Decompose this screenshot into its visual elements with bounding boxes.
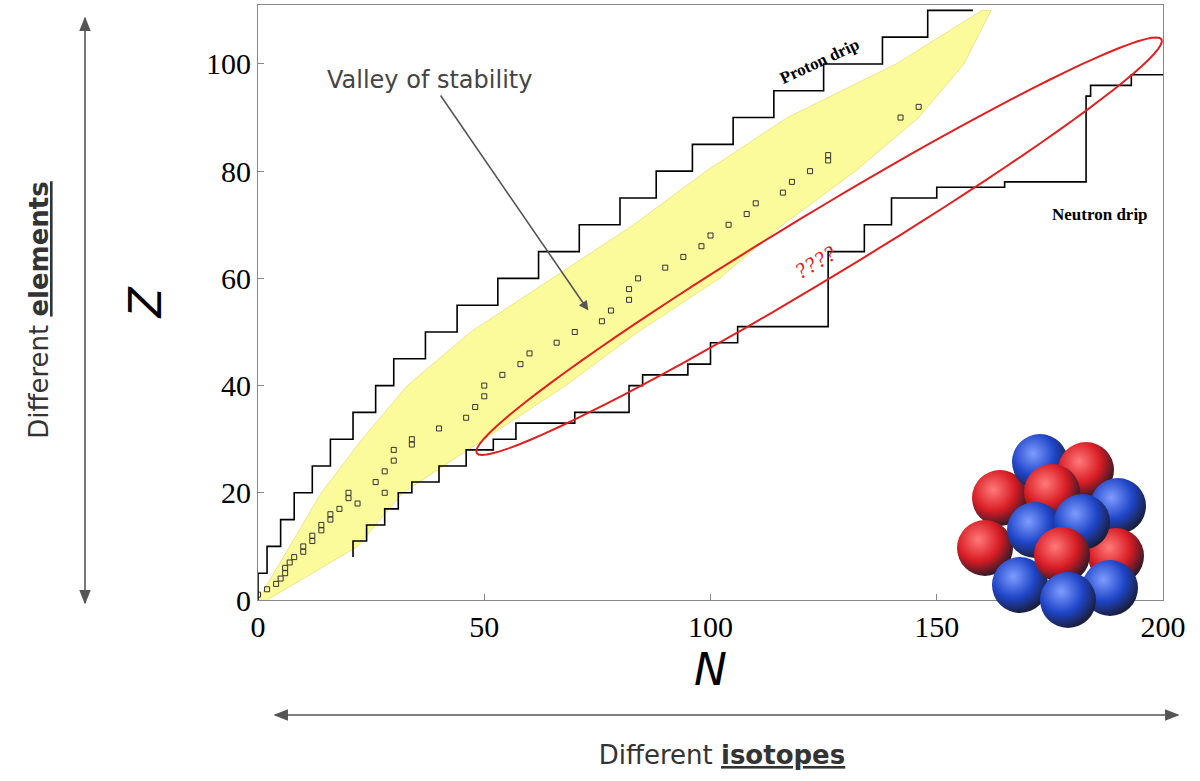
svg-text:200: 200 [1141, 610, 1186, 643]
svg-text:N: N [694, 644, 727, 695]
svg-text:Different elements: Different elements [24, 181, 54, 439]
svg-text:0: 0 [236, 584, 251, 617]
svg-text:0: 0 [251, 610, 266, 643]
svg-text:Neutron drip: Neutron drip [1052, 205, 1148, 224]
svg-text:50: 50 [469, 610, 499, 643]
svg-text:20: 20 [221, 476, 251, 509]
svg-text:Different isotopes: Different isotopes [599, 740, 845, 770]
svg-text:60: 60 [221, 262, 251, 295]
svg-text:Valley of stability: Valley of stability [327, 66, 532, 94]
svg-text:Z: Z [120, 287, 171, 319]
svg-text:100: 100 [688, 610, 733, 643]
svg-text:40: 40 [221, 369, 251, 402]
svg-text:????: ???? [790, 240, 841, 284]
svg-text:Proton drip: Proton drip [777, 35, 862, 88]
svg-text:80: 80 [221, 155, 251, 188]
svg-text:150: 150 [914, 610, 959, 643]
svg-text:100: 100 [206, 47, 251, 80]
